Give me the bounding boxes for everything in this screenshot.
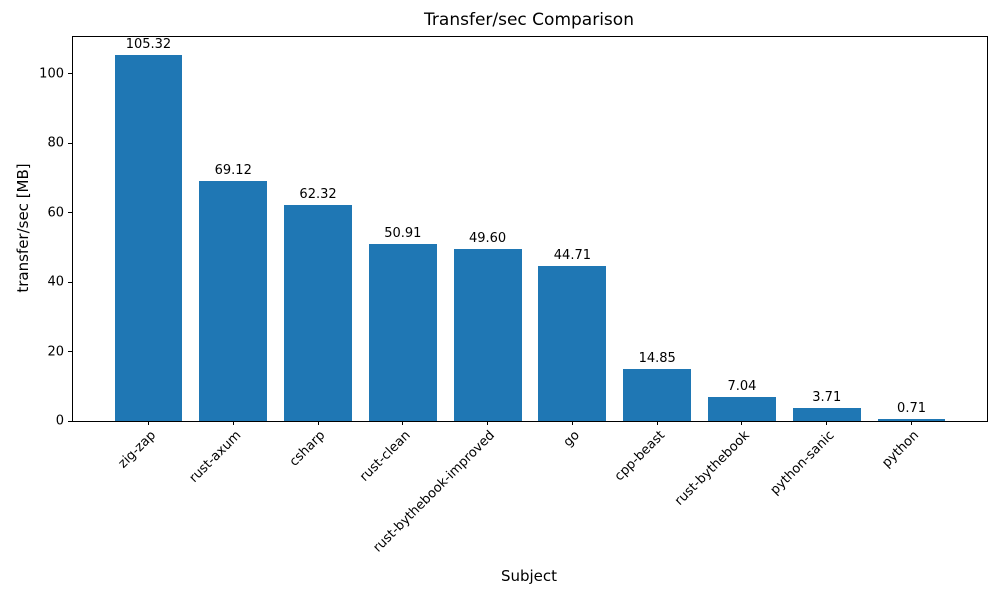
x-tick-label: cpp-beast [611, 428, 668, 485]
bar-python [877, 418, 946, 421]
bar-go [538, 265, 607, 421]
x-tick-label: go [560, 428, 584, 451]
x-tick-mark [911, 421, 913, 425]
x-tick-label: rust-axum [186, 428, 244, 486]
x-tick-label: python-sanic [767, 428, 838, 498]
plot-area: 105.32 69.12 62.32 50.91 49.60 44.71 14.85 7.04… [39, 36, 988, 555]
x-tick-mark [571, 421, 573, 425]
bar-value-label: 7.04 [727, 378, 757, 394]
bar-rust-bythebook-improved [453, 248, 522, 421]
bar-value-label: 69.12 [214, 163, 252, 178]
x-tick-mark [826, 421, 828, 425]
y-tick-label: 100 [39, 66, 64, 82]
bar-rust-axum [199, 181, 268, 421]
bar-python-sanic [792, 408, 861, 421]
x-tick-mark [487, 421, 489, 425]
bar-csharp [284, 204, 352, 421]
y-tick-label: 20 [47, 344, 64, 360]
bar-value-label: 62.32 [299, 186, 337, 202]
bar-zig-zap [114, 55, 183, 421]
y-tick-label: 40 [47, 274, 64, 290]
x-tick-mark [402, 421, 404, 425]
y-tick-mark [68, 212, 72, 214]
y-tick-mark [68, 142, 72, 144]
x-tick-mark [147, 421, 149, 425]
bar-value-label: 105.32 [125, 37, 172, 53]
x-tick-label: rust-bythebook [671, 428, 753, 509]
x-tick-label: python [879, 428, 923, 471]
chart-title: Transfer/sec Comparison [424, 10, 634, 30]
x-tick-mark [741, 421, 743, 425]
y-tick-mark [68, 351, 72, 353]
y-tick-label: 60 [47, 205, 64, 221]
x-axis-label: Subject [500, 567, 558, 585]
bar-rust-bythebook [708, 396, 776, 421]
y-axis-label: transfer/sec [MB] [14, 163, 32, 293]
bar-value-label: 49.60 [468, 230, 507, 246]
y-tick-label: 80 [47, 135, 64, 151]
y-tick-mark [68, 73, 72, 75]
y-tick-mark [68, 281, 72, 283]
x-tick-label: zig-zap [115, 428, 160, 472]
y-tick-mark [68, 420, 72, 422]
x-tick-mark [656, 421, 658, 425]
bar-value-label: 50.91 [384, 226, 422, 242]
y-tick-label: 0 [55, 413, 64, 429]
x-tick-label: rust-clean [356, 428, 414, 485]
x-tick-label: csharp [287, 428, 329, 470]
bar-rust-clean [368, 244, 437, 421]
bar-cpp-beast [623, 369, 692, 421]
bar-value-label: 3.71 [812, 390, 842, 406]
x-tick-mark [232, 421, 234, 425]
bar-value-label: 44.71 [553, 247, 591, 263]
bar-value-label: 14.85 [638, 351, 676, 367]
bar-value-label: 0.71 [897, 400, 927, 416]
x-tick-mark [317, 421, 319, 425]
